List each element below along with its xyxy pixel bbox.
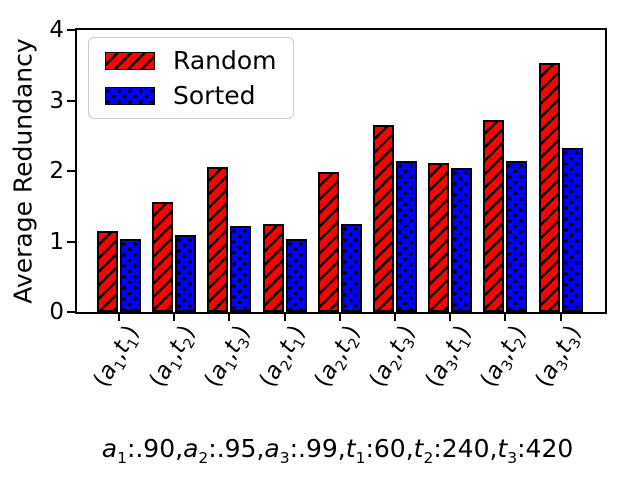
bar-sorted-7	[451, 168, 473, 312]
bar-random-8	[483, 120, 505, 312]
y-tick-label: 3	[49, 87, 64, 114]
y-tick-mark	[67, 29, 75, 31]
bar-random-3	[207, 167, 229, 312]
bar-random-5	[317, 172, 339, 312]
x-tick-label: (a3,t2)	[475, 321, 532, 392]
y-tick-label: 2	[49, 158, 64, 184]
legend-item-sorted: Sorted	[105, 83, 277, 108]
bar-random-2	[152, 202, 174, 312]
x-tick-label: (a1,t1)	[88, 321, 145, 392]
bar-random-9	[538, 63, 560, 312]
bar-sorted-8	[506, 161, 528, 312]
bar-sorted-5	[340, 223, 362, 312]
x-tick-label: (a2,t1)	[254, 321, 311, 392]
caption: a1:.90,a2:.95,a3:.99,t1:60,t2:240,t3:420	[101, 434, 574, 467]
y-tick-label: 4	[49, 17, 64, 43]
bar-random-6	[373, 125, 394, 312]
x-tick-mark	[504, 314, 507, 321]
legend-swatch-random	[105, 51, 155, 70]
y-tick-mark	[67, 240, 75, 243]
x-tick-mark	[449, 314, 452, 321]
x-tick-mark	[338, 314, 341, 321]
x-tick-mark	[394, 314, 396, 321]
x-tick-mark	[559, 314, 562, 321]
x-tick-label: (a2,t2)	[309, 321, 366, 392]
x-tick-label: (a1,t2)	[144, 321, 200, 392]
legend-item-random: Random	[105, 48, 277, 73]
bar-sorted-6	[396, 161, 417, 312]
bar-random-4	[262, 223, 284, 312]
y-tick-label: 1	[49, 228, 64, 255]
bar-sorted-4	[285, 238, 307, 312]
legend-swatch-sorted	[105, 86, 155, 105]
plot-area	[75, 28, 607, 314]
x-tick-label: (a3,t1)	[420, 321, 476, 392]
y-tick-mark	[67, 99, 75, 102]
legend-label-sorted: Sorted	[173, 81, 256, 110]
x-tick-label: (a2,t3)	[364, 321, 421, 392]
x-tick-mark	[173, 314, 176, 321]
y-tick-mark	[67, 170, 75, 172]
bar-sorted-9	[561, 147, 583, 312]
bar-random-7	[428, 162, 450, 312]
bar-random-1	[97, 230, 118, 312]
x-tick-mark	[228, 314, 231, 321]
x-tick-mark	[118, 314, 120, 321]
bar-sorted-3	[230, 226, 252, 312]
legend-label-random: Random	[173, 46, 277, 75]
y-tick-mark	[67, 311, 75, 313]
legend: Random Sorted	[88, 37, 294, 119]
bar-sorted-1	[120, 239, 141, 312]
x-tick-label: (a3,t3)	[530, 321, 587, 392]
y-tick-label: 0	[49, 299, 64, 325]
x-tick-label: (a1,t3)	[199, 321, 256, 392]
bar-sorted-2	[175, 235, 197, 312]
x-tick-mark	[283, 314, 286, 321]
